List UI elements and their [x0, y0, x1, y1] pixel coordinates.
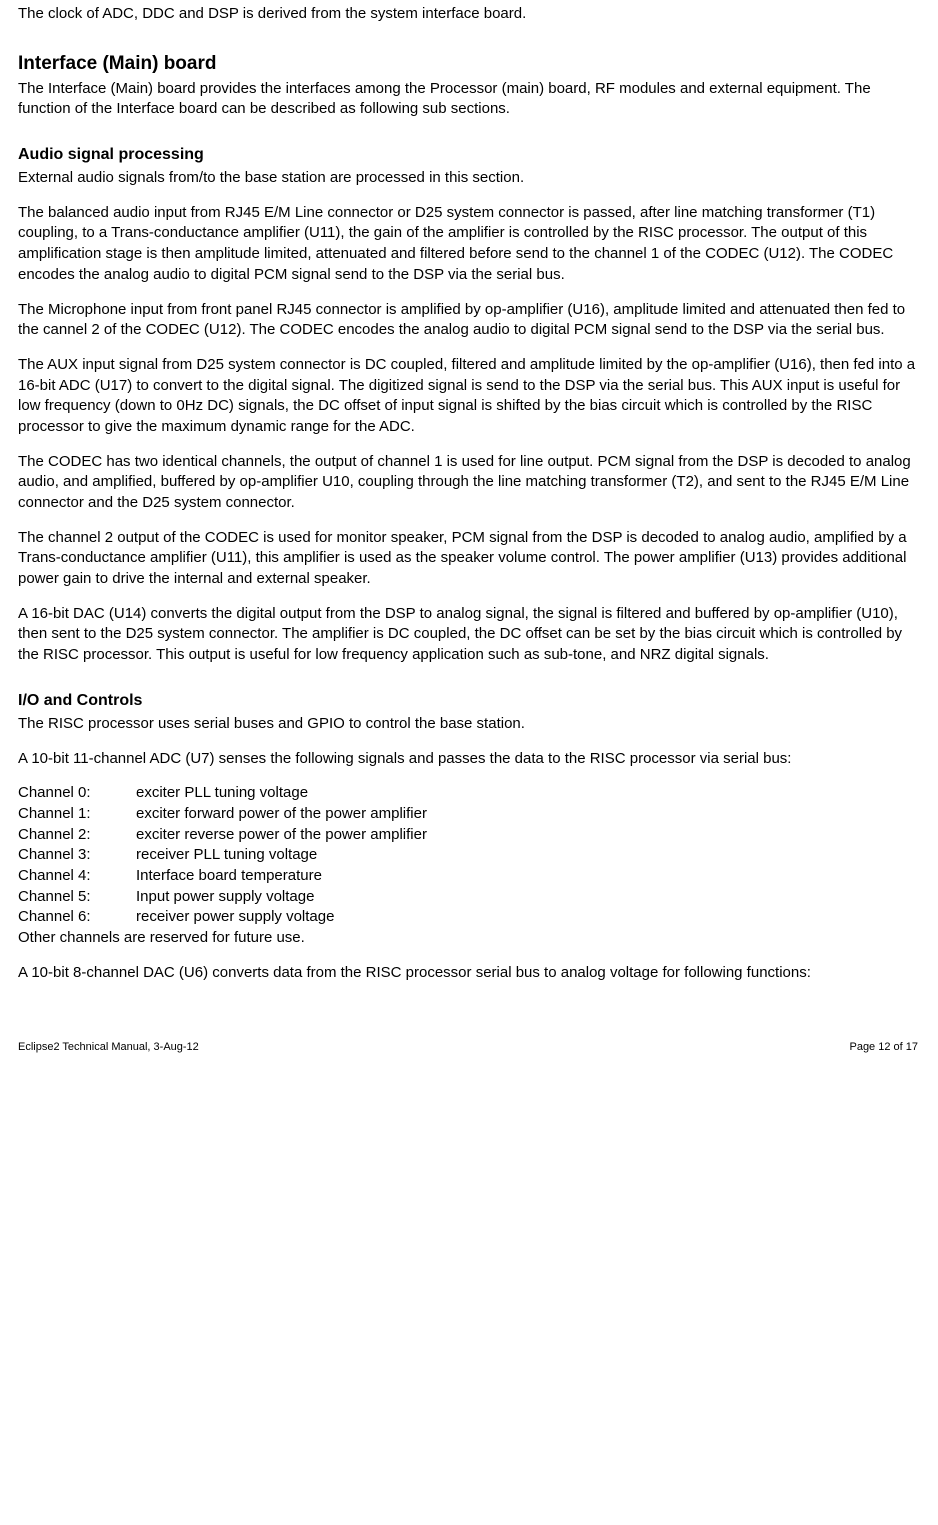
audio-paragraph-7: A 16-bit DAC (U14) converts the digital …	[18, 604, 920, 666]
channel-desc: exciter forward power of the power ampli…	[136, 804, 920, 825]
channel-desc: Interface board temperature	[136, 866, 920, 887]
channel-row: Channel 3: receiver PLL tuning voltage	[18, 845, 920, 866]
footer-left: Eclipse2 Technical Manual, 3-Aug-12	[18, 1041, 199, 1053]
channel-row: Channel 2: exciter reverse power of the …	[18, 825, 920, 846]
channel-label: Channel 2:	[18, 825, 136, 846]
io-paragraph-2: A 10-bit 11-channel ADC (U7) senses the …	[18, 749, 920, 770]
channel-desc: exciter reverse power of the power ampli…	[136, 825, 920, 846]
io-paragraph-3: A 10-bit 8-channel DAC (U6) converts dat…	[18, 963, 920, 984]
channel-desc: exciter PLL tuning voltage	[136, 783, 920, 804]
channel-row: Channel 4: Interface board temperature	[18, 866, 920, 887]
heading-io-controls: I/O and Controls	[18, 692, 920, 710]
audio-paragraph-3: The Microphone input from front panel RJ…	[18, 300, 920, 341]
adc-channel-list: Channel 0: exciter PLL tuning voltage Ch…	[18, 783, 920, 949]
channel-label: Channel 3:	[18, 845, 136, 866]
channel-label: Channel 1:	[18, 804, 136, 825]
footer-right: Page 12 of 17	[849, 1041, 918, 1053]
io-paragraph-1: The RISC processor uses serial buses and…	[18, 714, 920, 735]
interface-paragraph-1: The Interface (Main) board provides the …	[18, 79, 920, 120]
audio-paragraph-6: The channel 2 output of the CODEC is use…	[18, 528, 920, 590]
channel-row: Channel 1: exciter forward power of the …	[18, 804, 920, 825]
channel-row: Channel 5: Input power supply voltage	[18, 887, 920, 908]
channel-desc: Input power supply voltage	[136, 887, 920, 908]
intro-paragraph: The clock of ADC, DDC and DSP is derived…	[18, 4, 920, 25]
channel-desc: receiver power supply voltage	[136, 907, 920, 928]
channels-note: Other channels are reserved for future u…	[18, 928, 920, 949]
channel-row: Channel 6: receiver power supply voltage	[18, 907, 920, 928]
document-page: The clock of ADC, DDC and DSP is derived…	[18, 0, 920, 1053]
channel-label: Channel 4:	[18, 866, 136, 887]
channel-desc: receiver PLL tuning voltage	[136, 845, 920, 866]
heading-interface-board: Interface (Main) board	[18, 53, 920, 75]
channel-label: Channel 0:	[18, 783, 136, 804]
audio-paragraph-1: External audio signals from/to the base …	[18, 168, 920, 189]
audio-paragraph-2: The balanced audio input from RJ45 E/M L…	[18, 203, 920, 286]
page-footer: Eclipse2 Technical Manual, 3-Aug-12 Page…	[18, 1041, 920, 1053]
channel-label: Channel 6:	[18, 907, 136, 928]
audio-paragraph-4: The AUX input signal from D25 system con…	[18, 355, 920, 438]
heading-audio-processing: Audio signal processing	[18, 146, 920, 164]
audio-paragraph-5: The CODEC has two identical channels, th…	[18, 452, 920, 514]
channel-label: Channel 5:	[18, 887, 136, 908]
channel-row: Channel 0: exciter PLL tuning voltage	[18, 783, 920, 804]
